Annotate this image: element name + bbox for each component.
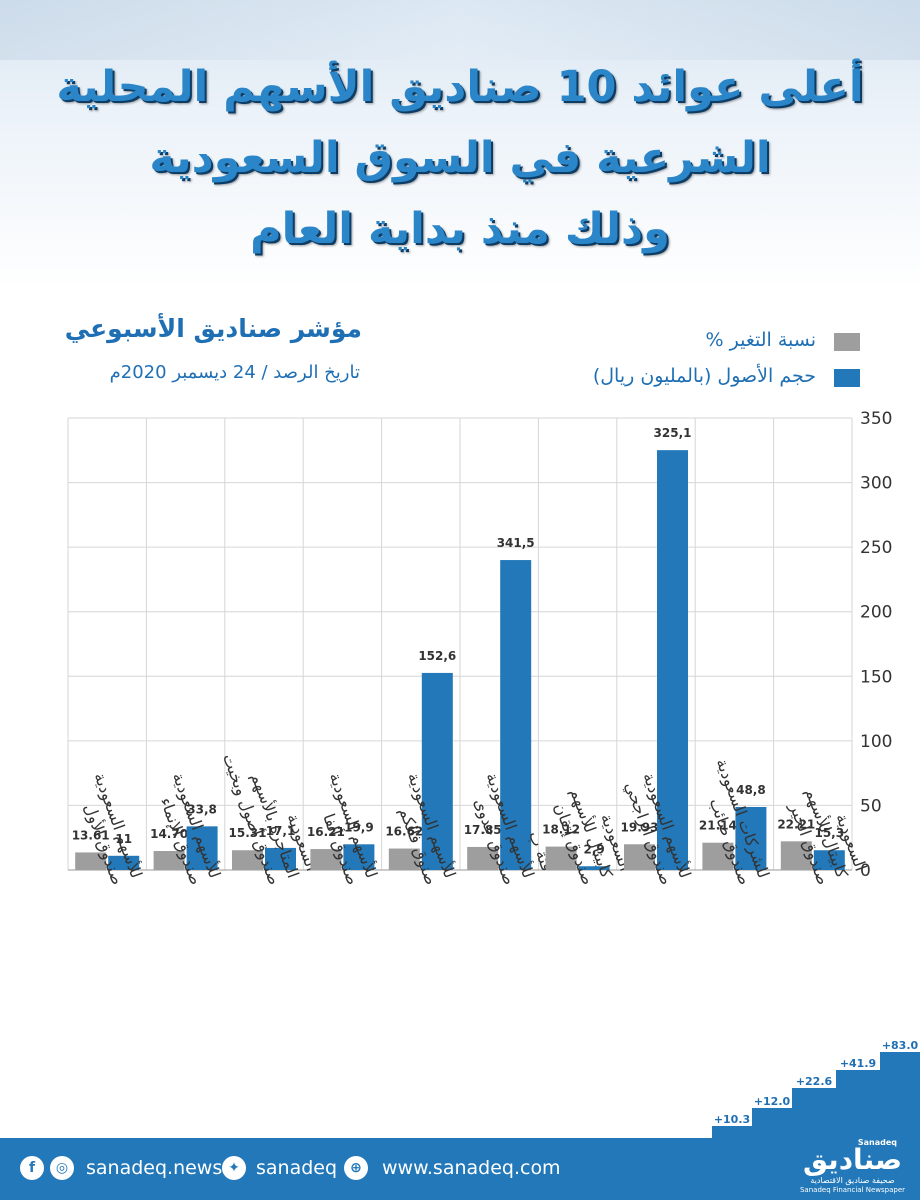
decor-step-label: +12.0 [754, 1095, 791, 1108]
footer-bar [0, 1138, 920, 1200]
title-line-3: وذلك منذ بداية العام [250, 204, 670, 254]
data-label-change: 15.31 [229, 826, 267, 840]
data-label-assets: 2,9 [583, 842, 604, 856]
bar-assets [735, 806, 767, 870]
data-label-change: 21.14 [699, 819, 737, 833]
data-label-change: 18.12 [542, 823, 580, 837]
twitter-icon[interactable]: ✦ [222, 1156, 246, 1180]
footer-site-link[interactable]: www.sanadeq.com [382, 1157, 561, 1179]
bar-change [232, 850, 263, 870]
header-background [0, 0, 920, 290]
legend-swatch-assets [834, 369, 860, 387]
y-tick-label: 200 [860, 603, 892, 623]
data-label-change: 16.62 [385, 825, 423, 839]
legend-label-change: نسبة التغير % [705, 329, 816, 351]
brand-tagline-ar: صحيفة صناديق الاقتصادية [810, 1176, 895, 1185]
chart-subtitle: مؤشر صناديق الأسبوعي [64, 314, 362, 343]
page-title: أعلى عوائد 10 صناديق الأسهم المحلية الشر… [30, 52, 890, 265]
instagram-icon[interactable]: ◎ [50, 1156, 74, 1180]
bar-assets [421, 672, 453, 870]
data-label-assets: 11 [115, 832, 132, 846]
decor-step [752, 1108, 792, 1138]
legend-swatch-change [834, 333, 860, 351]
bar-assets [108, 855, 140, 870]
bar-assets [343, 844, 375, 870]
decor-step [792, 1088, 836, 1138]
decor-step-label: +83.0 [882, 1039, 919, 1052]
data-label-assets: 17,1 [266, 824, 296, 838]
data-label-change: 16.21 [307, 825, 345, 839]
title-line-1: أعلى عوائد 10 صناديق الأسهم المحلية [56, 62, 864, 112]
brand-name-en: Sanadeq [857, 1138, 897, 1147]
y-tick-label: 0 [860, 861, 871, 881]
globe-icon[interactable]: ⊕ [344, 1156, 368, 1180]
bar-change [310, 849, 342, 870]
decor-step [836, 1070, 880, 1138]
y-tick-label: 250 [860, 538, 892, 558]
bar-assets [578, 866, 610, 870]
data-label-assets: 19,9 [344, 820, 374, 834]
y-tick-label: 100 [860, 732, 892, 752]
bar-change [545, 846, 577, 870]
bar-assets [186, 826, 218, 870]
data-label-assets: 15,3 [814, 826, 844, 840]
bar-change [75, 852, 107, 870]
x-tick-label: صندوق الخيركابيتال للأسهمالسعودية [782, 779, 871, 888]
bar-change [702, 842, 734, 870]
bar-change [388, 848, 420, 870]
data-label-change: 13.61 [72, 828, 110, 842]
data-label-change: 14.70 [150, 827, 188, 841]
facebook-icon[interactable]: f [20, 1156, 44, 1180]
data-label-change: 17.85 [464, 823, 502, 837]
data-label-change: 19.93 [621, 820, 659, 834]
legend-label-assets: حجم الأصول (بالمليون ريال) [592, 365, 816, 387]
data-label-change: 22.21 [777, 817, 815, 831]
brand-name-ar: صناديق [802, 1143, 903, 1176]
decor-step-label: +10.3 [714, 1113, 750, 1126]
data-label-assets: 325,1 [654, 426, 692, 440]
bar-assets [265, 847, 296, 870]
data-label-assets: 341,5 [497, 536, 535, 550]
y-tick-label: 350 [860, 409, 892, 429]
bar-assets [657, 450, 688, 870]
footer-news-link[interactable]: sanadeq.news [86, 1157, 223, 1179]
decor-step-label: +22.6 [796, 1075, 833, 1088]
decor-step [880, 1052, 920, 1138]
brand-logo: Sanadeq صناديق صحيفة صناديق الاقتصادية S… [790, 1138, 915, 1198]
decor-step [712, 1126, 752, 1138]
data-label-assets: 48,8 [736, 783, 766, 797]
data-label-assets: 33,8 [187, 802, 217, 816]
title-line-2: الشرعية في السوق السعودية [149, 133, 771, 183]
y-tick-label: 150 [860, 667, 892, 687]
bar-change [624, 844, 655, 870]
bar-assets [813, 850, 845, 870]
decor-step-label: +41.9 [840, 1057, 876, 1070]
bar-change [153, 851, 185, 870]
brand-tagline-en: Sanadeq Financial Newspaper [799, 1186, 906, 1194]
data-label-assets: 152,6 [418, 649, 456, 663]
footer-handle-link[interactable]: sanadeq [256, 1157, 338, 1179]
bar-change [467, 846, 499, 870]
bar-change [780, 841, 812, 870]
bar-assets [500, 560, 532, 870]
chart-date: تاريخ الرصد / 24 ديسمبر 2020م [109, 362, 360, 383]
y-tick-label: 50 [860, 796, 882, 816]
y-tick-label: 300 [860, 474, 892, 494]
